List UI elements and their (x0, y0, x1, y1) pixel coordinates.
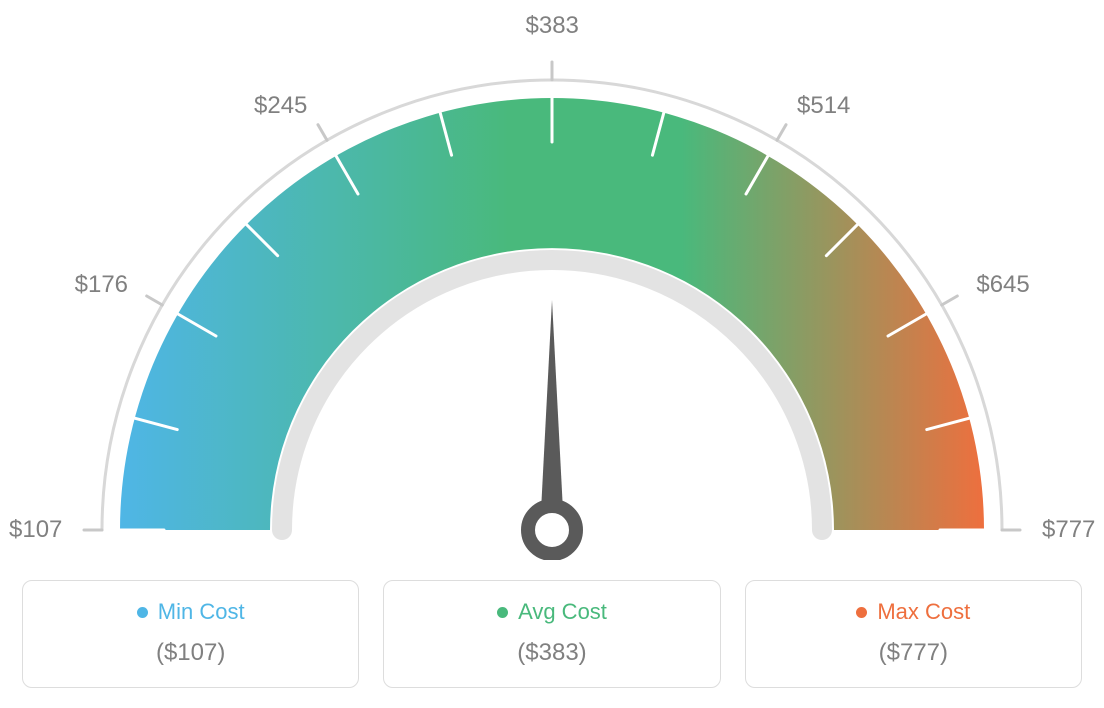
legend-avg-label: Avg Cost (518, 599, 607, 625)
gauge-tick-label: $176 (75, 271, 128, 299)
legend-card-min: Min Cost ($107) (22, 580, 359, 688)
gauge-tick-label: $645 (976, 271, 1029, 299)
gauge-tick-label: $777 (1042, 516, 1095, 544)
gauge-chart: $107$176$245$383$514$645$777 (22, 20, 1082, 560)
legend-min-value: ($107) (33, 639, 348, 667)
legend-card-avg: Avg Cost ($383) (383, 580, 720, 688)
legend-avg-value: ($383) (394, 639, 709, 667)
gauge-tick-label: $107 (9, 516, 62, 544)
legend-min-label: Min Cost (158, 599, 245, 625)
dot-max-icon (856, 607, 867, 618)
dot-avg-icon (497, 607, 508, 618)
legend-max-label: Max Cost (877, 599, 970, 625)
gauge-tick-label: $245 (254, 92, 307, 120)
gauge-svg (22, 20, 1082, 560)
gauge-tick-label: $514 (797, 92, 850, 120)
legend-row: Min Cost ($107) Avg Cost ($383) Max Cost… (22, 580, 1082, 688)
dot-min-icon (137, 607, 148, 618)
gauge-tick-label: $383 (526, 12, 579, 40)
legend-max-value: ($777) (756, 639, 1071, 667)
legend-card-max: Max Cost ($777) (745, 580, 1082, 688)
